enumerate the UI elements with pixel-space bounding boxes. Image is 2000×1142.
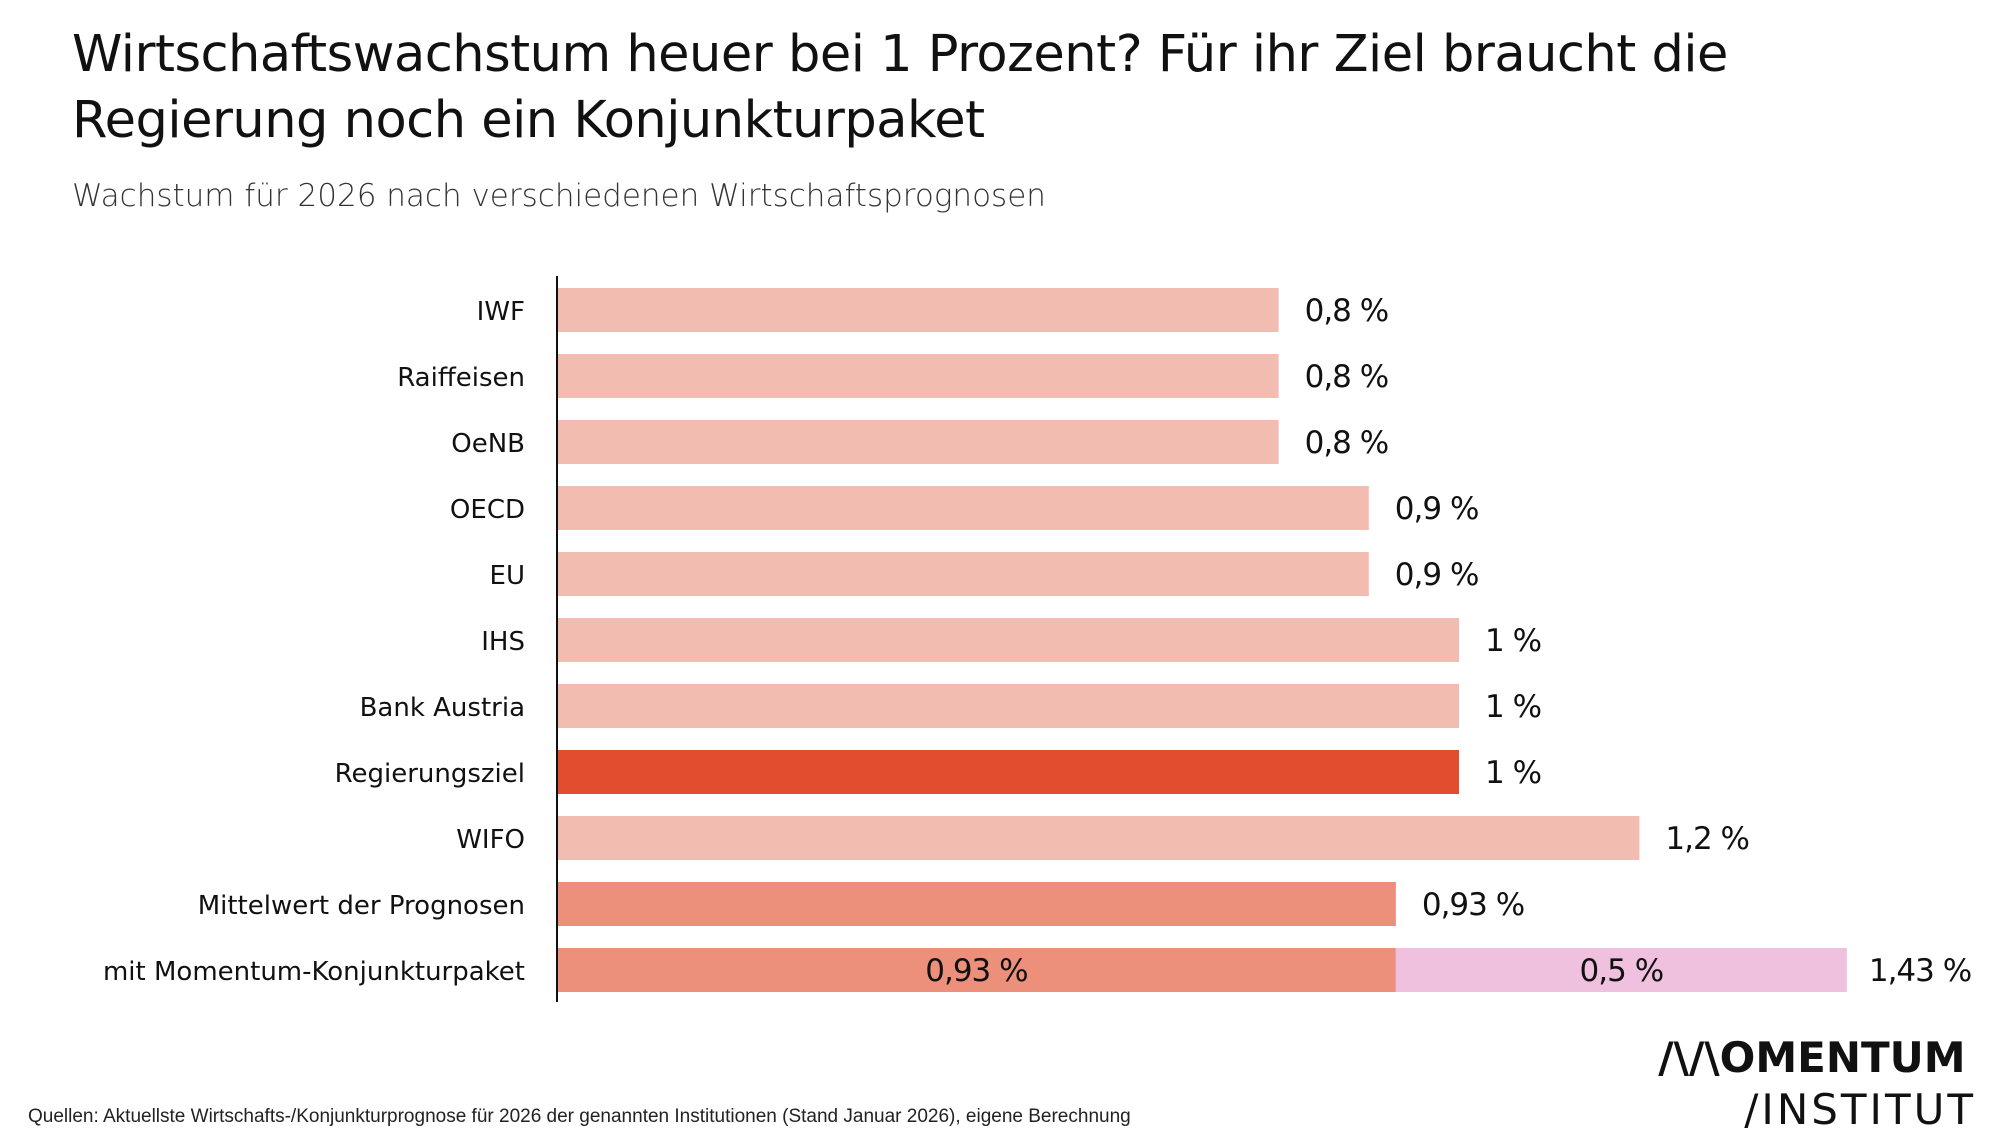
data-label: 1 %: [1485, 755, 1541, 791]
data-label: 0,9 %: [1395, 557, 1479, 593]
bars-layer: IWF 0,8 % Raiffeisen 0,8 % OeNB 0,8 % OECD 0,9 …: [103, 288, 1972, 992]
category-label: OeNB: [451, 429, 525, 459]
category-label: Regierungsziel: [335, 759, 525, 789]
data-label: 0,93 %: [1422, 887, 1524, 923]
data-label: 1 %: [1485, 689, 1541, 725]
category-label: mit Momentum-Konjunkturpaket: [103, 957, 525, 987]
data-label: 0,8 %: [1305, 359, 1389, 395]
category-label: EU: [490, 561, 525, 591]
bar: [557, 882, 1396, 926]
bar-segment: [1395, 948, 1847, 992]
source-note: Quellen: Aktuellste Wirtschafts-/Konjunk…: [28, 1106, 1131, 1127]
category-label: OECD: [450, 495, 525, 525]
category-label: Mittelwert der Prognosen: [198, 891, 525, 921]
category-label: IWF: [477, 297, 525, 327]
bar-segment: [557, 948, 1396, 992]
bar: [557, 684, 1459, 728]
data-label: 0,8 %: [1305, 293, 1389, 329]
category-label: WIFO: [456, 825, 525, 855]
data-label: 0,8 %: [1305, 425, 1389, 461]
total-label: 1,43 %: [1869, 953, 1971, 989]
category-label: IHS: [481, 627, 525, 657]
bar: [557, 750, 1459, 794]
bar: [557, 420, 1279, 464]
chart-subtitle: Wachstum für 2026 nach verschiedenen Wir…: [72, 178, 1046, 214]
bar: [557, 486, 1369, 530]
bar: [557, 288, 1279, 332]
data-label: 1 %: [1485, 623, 1541, 659]
data-label: 0,9 %: [1395, 491, 1479, 527]
logo-line-institut: /INSTITUT: [1744, 1085, 1976, 1134]
bar: [557, 552, 1369, 596]
data-label: 0,93 %: [925, 953, 1027, 989]
category-label: Raiffeisen: [397, 363, 525, 393]
bar: [557, 618, 1459, 662]
chart-title: Wirtschaftswachstum heuer bei 1 Prozent?…: [72, 25, 1728, 150]
logo-line-momentum: /\/\OMENTUM: [1658, 1033, 1966, 1082]
data-label: 0,5 %: [1580, 953, 1664, 989]
data-label: 1,2 %: [1665, 821, 1749, 857]
momentum-institut-logo: /\/\OMENTUM /INSTITUT: [1658, 1032, 1976, 1136]
bar: [557, 816, 1640, 860]
bar: [557, 354, 1279, 398]
category-label: Bank Austria: [360, 693, 525, 723]
